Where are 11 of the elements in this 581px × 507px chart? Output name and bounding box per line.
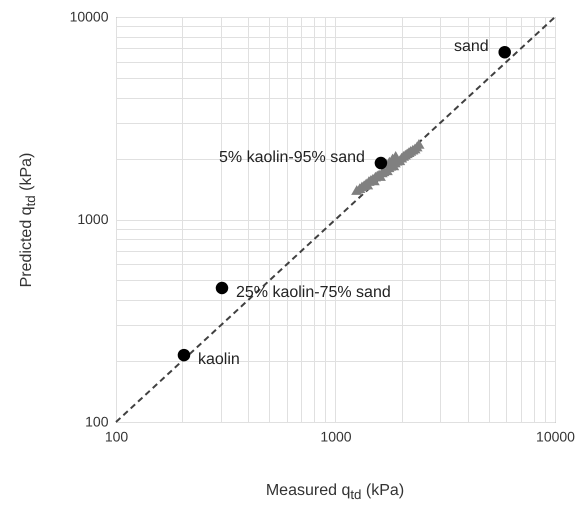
annotation: 5% kaolin-95% sand <box>219 149 365 166</box>
x-tick-label: 1000 <box>320 428 352 444</box>
annotation: kaolin <box>198 351 240 368</box>
x-tick-label: 100 <box>104 428 128 444</box>
x-tick-label: 10000 <box>536 428 576 444</box>
annotation: 25% kaolin-75% sand <box>236 284 391 301</box>
y-tick-label: 10000 <box>70 8 109 24</box>
x-axis-title: Measured q$_{td}$ (kPa) <box>266 482 404 502</box>
annotation: sand <box>454 38 489 56</box>
y-tick-label: 1000 <box>77 211 109 227</box>
y-tick-label: 100 <box>85 414 109 430</box>
